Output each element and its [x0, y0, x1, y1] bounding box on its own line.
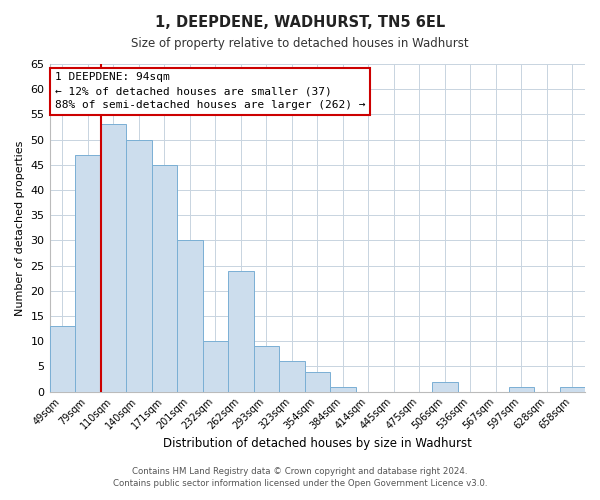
Bar [177, 240, 203, 392]
Y-axis label: Number of detached properties: Number of detached properties [15, 140, 25, 316]
Text: 1, DEEPDENE, WADHURST, TN5 6EL: 1, DEEPDENE, WADHURST, TN5 6EL [155, 15, 445, 30]
Text: 1 DEEPDENE: 94sqm
← 12% of detached houses are smaller (37)
88% of semi-detached: 1 DEEPDENE: 94sqm ← 12% of detached hous… [55, 72, 365, 110]
Bar [305, 372, 330, 392]
Bar [152, 165, 177, 392]
Bar [101, 124, 126, 392]
Bar [50, 326, 75, 392]
Bar [75, 154, 101, 392]
Text: Contains HM Land Registry data © Crown copyright and database right 2024.
Contai: Contains HM Land Registry data © Crown c… [113, 466, 487, 487]
Bar [126, 140, 152, 392]
Text: Size of property relative to detached houses in Wadhurst: Size of property relative to detached ho… [131, 38, 469, 51]
Bar [560, 386, 585, 392]
Bar [203, 342, 228, 392]
Bar [330, 386, 356, 392]
Bar [279, 362, 305, 392]
Bar [509, 386, 534, 392]
Bar [228, 270, 254, 392]
Bar [432, 382, 458, 392]
Bar [254, 346, 279, 392]
X-axis label: Distribution of detached houses by size in Wadhurst: Distribution of detached houses by size … [163, 437, 472, 450]
